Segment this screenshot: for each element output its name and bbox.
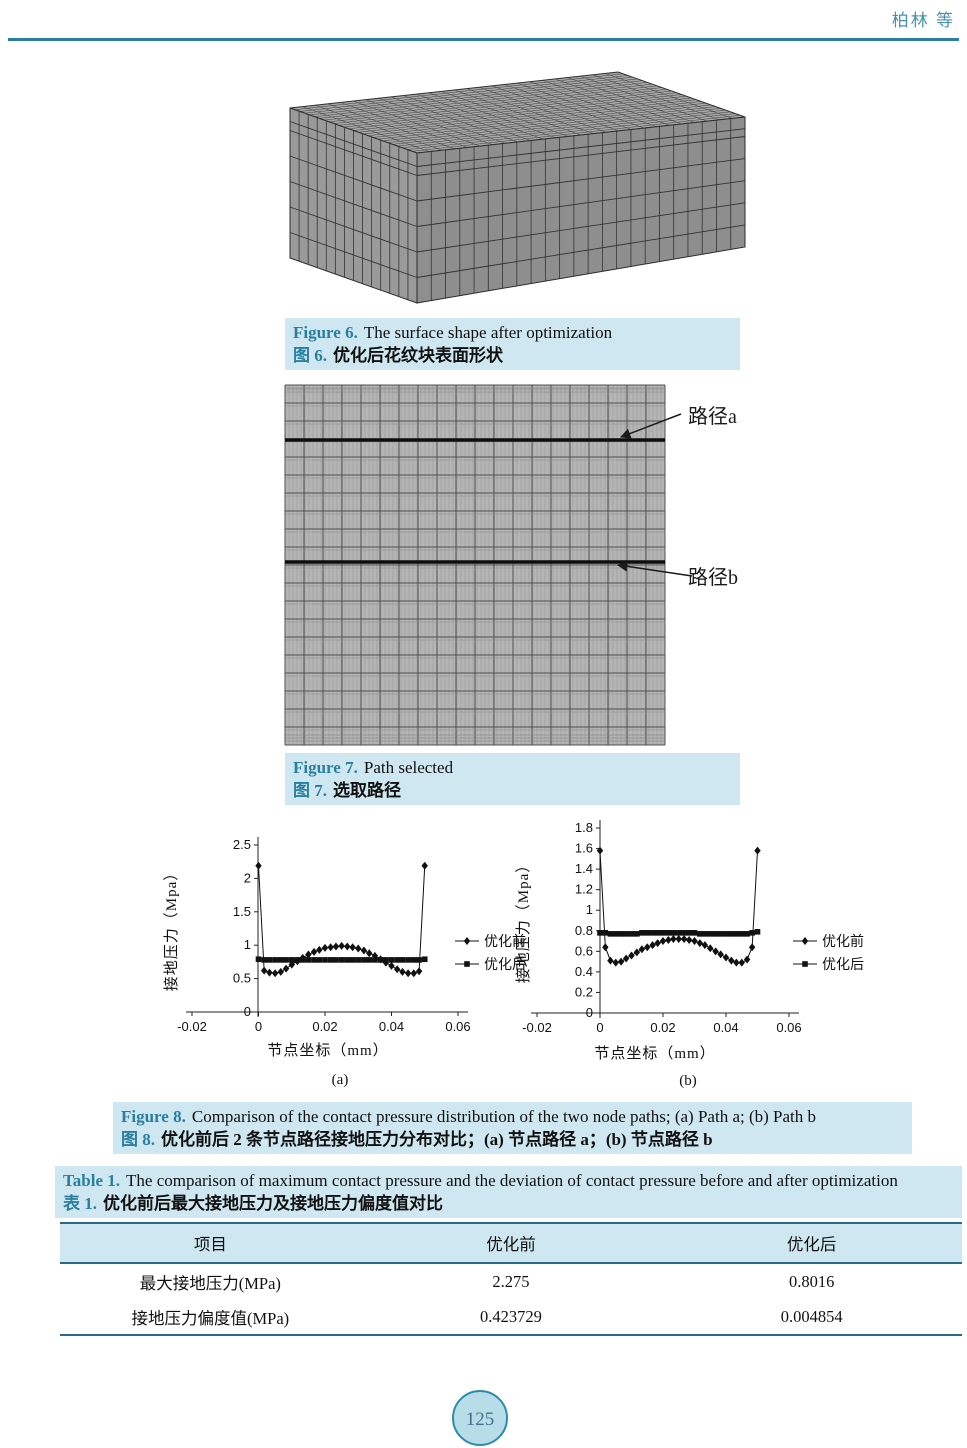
figure7-caption-en-label: Figure 7. bbox=[293, 758, 358, 777]
table1-header-row: 项目 优化前 优化后 bbox=[60, 1223, 962, 1263]
figure8-caption: Figure 8. Comparison of the contact press… bbox=[113, 1102, 912, 1154]
figure7-caption-cn-label: 图 7. bbox=[293, 781, 327, 800]
figure8-caption-en: Figure 8. Comparison of the contact press… bbox=[121, 1105, 904, 1128]
svg-text:1.2: 1.2 bbox=[575, 882, 593, 897]
chart-path-b: -0.02 0 0.02 0.04 0.06 0 0.2 0.4 0.6 0.8 1 1.2 1.4 1.… bbox=[515, 820, 864, 1089]
figure6-caption-cn: 图 6. 优化后花纹块表面形状 bbox=[293, 344, 732, 367]
svg-text:优化前: 优化前 bbox=[484, 933, 526, 950]
svg-text:0.02: 0.02 bbox=[312, 1019, 337, 1034]
table-cell: 0.004854 bbox=[780, 1306, 843, 1326]
table-cell: 接地压力偏度值(MPa) bbox=[131, 1308, 290, 1328]
svg-text:1.5: 1.5 bbox=[233, 904, 251, 919]
svg-text:0.8: 0.8 bbox=[575, 923, 593, 938]
table1-caption-en-label: Table 1. bbox=[63, 1171, 121, 1190]
table1: 项目 优化前 优化后 最大接地压力(MPa) 2.275 0.8016 接地压力偏度值(M… bbox=[60, 1222, 962, 1336]
svg-text:0.04: 0.04 bbox=[379, 1019, 404, 1034]
figure7-path-b-label: 路径b bbox=[688, 567, 738, 589]
svg-text:0: 0 bbox=[596, 1020, 603, 1035]
svg-text:1: 1 bbox=[244, 937, 251, 952]
figure8-caption-cn-label: 图 8. bbox=[121, 1130, 155, 1149]
svg-text:(a): (a) bbox=[332, 1072, 349, 1088]
svg-text:-0.02: -0.02 bbox=[177, 1019, 207, 1034]
svg-text:0.5: 0.5 bbox=[233, 971, 251, 986]
svg-text:0.2: 0.2 bbox=[575, 984, 593, 999]
figure8-caption-en-text: Comparison of the contact pressure distr… bbox=[191, 1107, 817, 1126]
svg-text:优化后: 优化后 bbox=[822, 957, 864, 973]
figure7-path-grid-image bbox=[284, 384, 693, 746]
figure7-caption: Figure 7. Path selected 图 7. 选取路径 bbox=[285, 753, 740, 805]
table1-body: 最大接地压力(MPa) 2.275 0.8016 接地压力偏度值(MPa) 0.4237… bbox=[60, 1263, 962, 1335]
table-cell: 2.275 bbox=[492, 1271, 530, 1291]
table-row: 接地压力偏度值(MPa) 0.423729 0.004854 bbox=[60, 1299, 962, 1335]
table-cell: 0.8016 bbox=[788, 1271, 835, 1291]
svg-text:1.6: 1.6 bbox=[575, 841, 593, 856]
svg-text:-0.02: -0.02 bbox=[522, 1020, 552, 1035]
figure6-caption-cn-text: 优化后花纹块表面形状 bbox=[333, 346, 503, 365]
figure7-caption-cn-text: 选取路径 bbox=[333, 781, 401, 800]
page-header-author: 柏林 等 bbox=[891, 11, 955, 30]
svg-text:1: 1 bbox=[586, 902, 593, 917]
svg-text:优化后: 优化后 bbox=[484, 957, 526, 973]
table1-header: 项目 优化前 优化后 bbox=[60, 1223, 962, 1263]
table-cell: 最大接地压力(MPa) bbox=[139, 1273, 281, 1293]
figure7-caption-en: Figure 7. Path selected bbox=[293, 756, 732, 779]
table1-caption-en: Table 1. The comparison of maximum contac… bbox=[63, 1169, 954, 1192]
table1-caption-en-text: The comparison of maximum contact pressu… bbox=[126, 1171, 898, 1190]
figure8-caption-cn: 图 8. 优化前后 2 条节点路径接地压力分布对比；(a) 节点路径 a；(b) … bbox=[121, 1128, 904, 1151]
svg-text:0.6: 0.6 bbox=[575, 943, 593, 958]
svg-text:(b): (b) bbox=[679, 1073, 697, 1089]
figure6-caption-en-text: The surface shape after optimization bbox=[363, 323, 613, 342]
svg-text:优化前: 优化前 bbox=[822, 933, 864, 950]
svg-text:2: 2 bbox=[244, 870, 251, 885]
figure8-caption-cn-text: 优化前后 2 条节点路径接地压力分布对比；(a) 节点路径 a；(b) 节点路径… bbox=[161, 1130, 713, 1149]
svg-text:0: 0 bbox=[255, 1019, 262, 1034]
svg-text:1.8: 1.8 bbox=[575, 820, 593, 835]
figure7-caption-en-text: Path selected bbox=[363, 758, 454, 777]
figure6-caption-cn-label: 图 6. bbox=[293, 346, 327, 365]
svg-text:节点坐标（mm）: 节点坐标（mm） bbox=[594, 1045, 715, 1062]
figure6-caption: Figure 6. The surface shape after optimiz… bbox=[285, 318, 740, 370]
table1-caption-cn-label: 表 1. bbox=[63, 1194, 97, 1213]
table1-caption-cn-text: 优化前后最大接地压力及接地压力偏度值对比 bbox=[103, 1194, 443, 1213]
table1-header-cell: 项目 bbox=[193, 1235, 227, 1254]
table1-caption-cn: 表 1. 优化前后最大接地压力及接地压力偏度值对比 bbox=[63, 1192, 954, 1215]
figure7-caption-cn: 图 7. 选取路径 bbox=[293, 779, 732, 802]
page-number: 125 bbox=[452, 1390, 508, 1446]
figure8-caption-en-label: Figure 8. bbox=[121, 1107, 186, 1126]
svg-text:0.06: 0.06 bbox=[445, 1019, 470, 1034]
svg-text:0.02: 0.02 bbox=[650, 1020, 675, 1035]
table1-caption: Table 1. The comparison of maximum contac… bbox=[55, 1166, 962, 1218]
table-cell: 0.423729 bbox=[480, 1306, 542, 1326]
header-rule bbox=[8, 38, 959, 41]
svg-text:0: 0 bbox=[586, 1005, 593, 1020]
svg-text:0.06: 0.06 bbox=[776, 1020, 801, 1035]
svg-text:接地压力（Mpa）: 接地压力（Mpa） bbox=[515, 857, 532, 984]
table1-header-cell: 优化后 bbox=[786, 1235, 837, 1254]
svg-text:0.4: 0.4 bbox=[575, 964, 593, 979]
table-row: 最大接地压力(MPa) 2.275 0.8016 bbox=[60, 1263, 962, 1299]
svg-text:节点坐标（mm）: 节点坐标（mm） bbox=[267, 1042, 388, 1059]
figure7-path-a-label: 路径a bbox=[688, 406, 737, 428]
svg-text:0.04: 0.04 bbox=[713, 1020, 738, 1035]
table1-header-cell: 优化前 bbox=[486, 1235, 536, 1254]
svg-text:0: 0 bbox=[244, 1004, 251, 1019]
figure6-mesh-block-image bbox=[289, 71, 746, 304]
svg-text:2.5: 2.5 bbox=[233, 837, 251, 852]
figure6-caption-en: Figure 6. The surface shape after optimiz… bbox=[293, 321, 732, 344]
svg-text:1.4: 1.4 bbox=[575, 861, 593, 876]
figure6-caption-en-label: Figure 6. bbox=[293, 323, 358, 342]
svg-text:接地压力（Mpa）: 接地压力（Mpa） bbox=[163, 865, 180, 992]
